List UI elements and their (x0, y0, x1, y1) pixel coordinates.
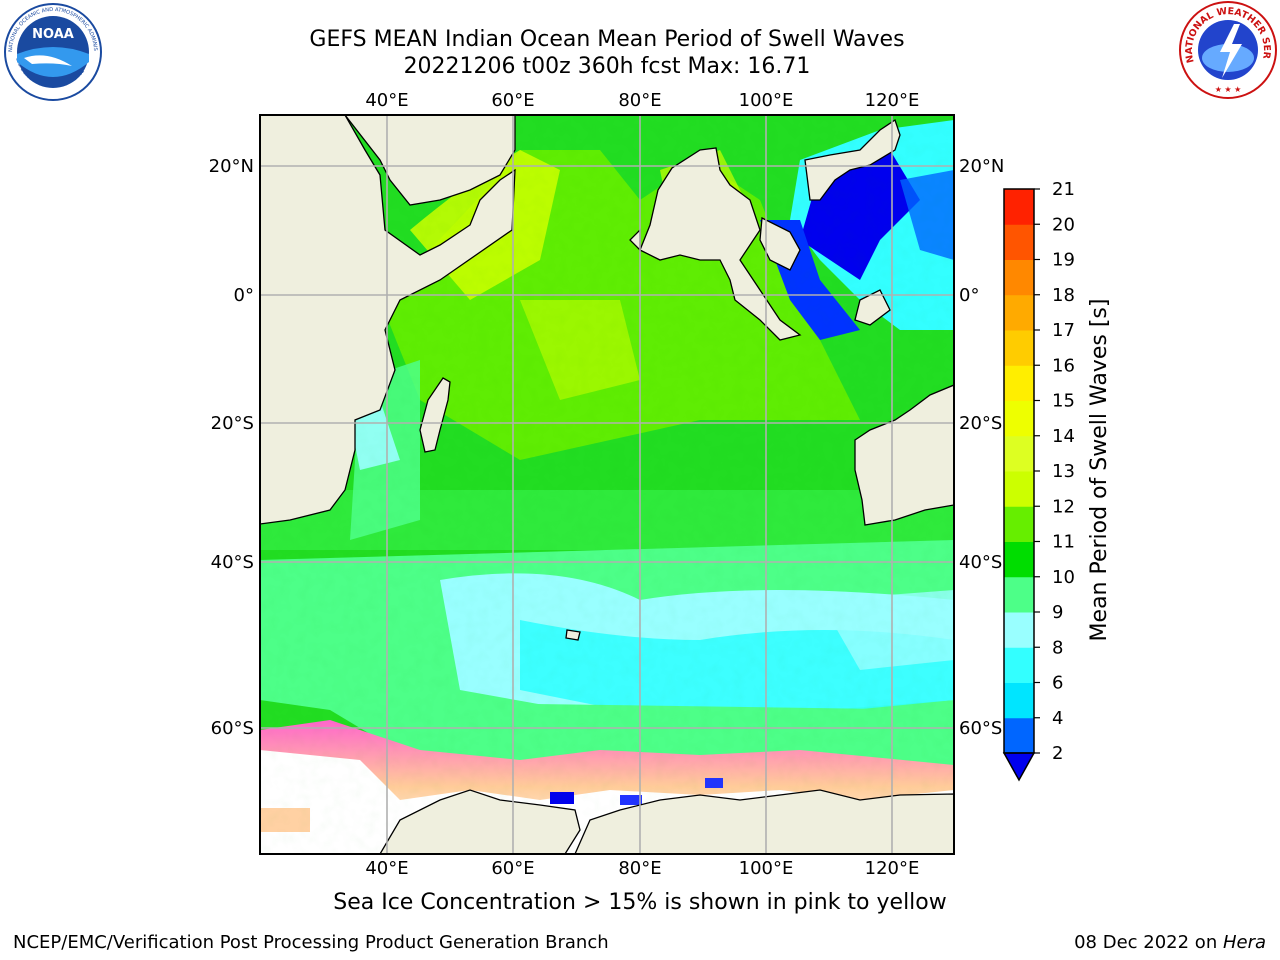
colorbar-segment (1004, 330, 1034, 366)
lat-tick-right: 20°N (959, 156, 1004, 177)
colorbar-segment (1004, 259, 1034, 296)
noaa-logo-center: NOAA (32, 27, 74, 42)
lat-tick-left: 40°S (211, 552, 254, 573)
chart-title: GEFS MEAN Indian Ocean Mean Period of Sw… (309, 27, 905, 52)
lon-tick-bottom: 120°E (865, 858, 920, 879)
colorbar-tick-label: 2 (1052, 743, 1063, 764)
colorbar-tick-label: 10 (1052, 567, 1075, 588)
colorbar-segment (1004, 471, 1034, 507)
colorbar: 2 4 6 8 9 10 11 12 13 14 15 16 17 18 19 20 21 (1002, 179, 1075, 782)
colorbar-tick-label: 12 (1052, 496, 1075, 517)
lon-tick-bottom: 60°E (491, 858, 534, 879)
colorbar-segment (1004, 224, 1034, 260)
colorbar-segment (1004, 365, 1034, 401)
colorbar-segment (1004, 576, 1034, 613)
lon-tick-top: 100°E (739, 90, 794, 111)
colorbar-segment (1004, 682, 1034, 719)
lat-tick-left: 20°N (209, 156, 254, 177)
colorbar-tick-label: 8 (1052, 637, 1063, 658)
colorbar-tick-label: 19 (1052, 250, 1075, 271)
colorbar-label: Mean Period of Swell Waves [s] (1087, 299, 1112, 642)
lat-tick-right: 60°S (959, 718, 1002, 739)
lon-tick-top: 80°E (618, 90, 661, 111)
colorbar-segment (1004, 400, 1034, 437)
lat-tick-right: 20°S (959, 413, 1002, 434)
colorbar-tick-label: 13 (1052, 461, 1075, 482)
chart-subtitle: 20221206 t00z 360h fcst Max: 16.71 (403, 54, 811, 79)
lat-tick-left: 20°S (211, 413, 254, 434)
lat-tick-right: 0° (959, 285, 979, 306)
colorbar-tick-label: 6 (1052, 673, 1063, 694)
colorbar-segment (1004, 717, 1034, 754)
svg-text:★ ★ ★: ★ ★ ★ (1215, 85, 1242, 94)
colorbar-tick-label: 14 (1052, 426, 1075, 447)
lon-tick-top: 60°E (491, 90, 534, 111)
colorbar-tick-label: 11 (1052, 532, 1075, 553)
lon-tick-top: 40°E (365, 90, 408, 111)
colorbar-tick-label: 15 (1052, 391, 1075, 412)
colorbar-segment (1004, 541, 1034, 578)
colorbar-under-arrow (1002, 752, 1036, 782)
colorbar-tick-label: 9 (1052, 602, 1063, 623)
colorbar-segment (1004, 647, 1034, 683)
lat-tick-left: 60°S (211, 718, 254, 739)
footer-credit: NCEP/EMC/Verification Post Processing Pr… (13, 932, 609, 953)
colorbar-segment (1004, 189, 1034, 225)
lat-tick-left: 0° (234, 285, 254, 306)
lat-tick-right: 40°S (959, 552, 1002, 573)
lon-tick-bottom: 40°E (365, 858, 408, 879)
nws-logo-icon: NATIONAL WEATHER SERVICE ★ ★ ★ (1176, 0, 1277, 99)
map-frame (259, 114, 955, 855)
colorbar-tick-label: 20 (1052, 214, 1075, 235)
caption: Sea Ice Concentration > 15% is shown in … (333, 890, 947, 915)
colorbar-tick-label: 17 (1052, 320, 1075, 341)
colorbar-tick-label: 21 (1052, 179, 1075, 200)
lon-tick-bottom: 80°E (618, 858, 661, 879)
colorbar-tick-label: 18 (1052, 285, 1075, 306)
colorbar-segment (1004, 612, 1034, 648)
lon-tick-bottom: 100°E (739, 858, 794, 879)
lat-ticks-right: 20°N 0° 20°S 40°S 60°S (959, 156, 1004, 739)
lat-ticks-left: 20°N 0° 20°S 40°S 60°S (209, 156, 254, 739)
footer-date-text: 08 Dec 2022 on (1074, 932, 1223, 953)
footer-date: 08 Dec 2022 on Hera (1074, 932, 1266, 953)
lon-tick-top: 120°E (865, 90, 920, 111)
footer-host: Hera (1222, 932, 1266, 953)
noaa-logo-icon: NATIONAL OCEANIC AND ATMOSPHERIC ADMINIS… (2, 2, 102, 101)
map-field (260, 115, 954, 854)
colorbar-segment (1004, 435, 1034, 472)
lon-ticks-top: 40°E 60°E 80°E 100°E 120°E (365, 90, 919, 111)
colorbar-tick-label: 4 (1052, 708, 1063, 729)
lon-ticks-bottom: 40°E 60°E 80°E 100°E 120°E (365, 858, 919, 879)
colorbar-segment (1004, 506, 1034, 542)
graticule (260, 115, 954, 854)
colorbar-segment (1004, 294, 1034, 331)
colorbar-tick-label: 16 (1052, 355, 1075, 376)
